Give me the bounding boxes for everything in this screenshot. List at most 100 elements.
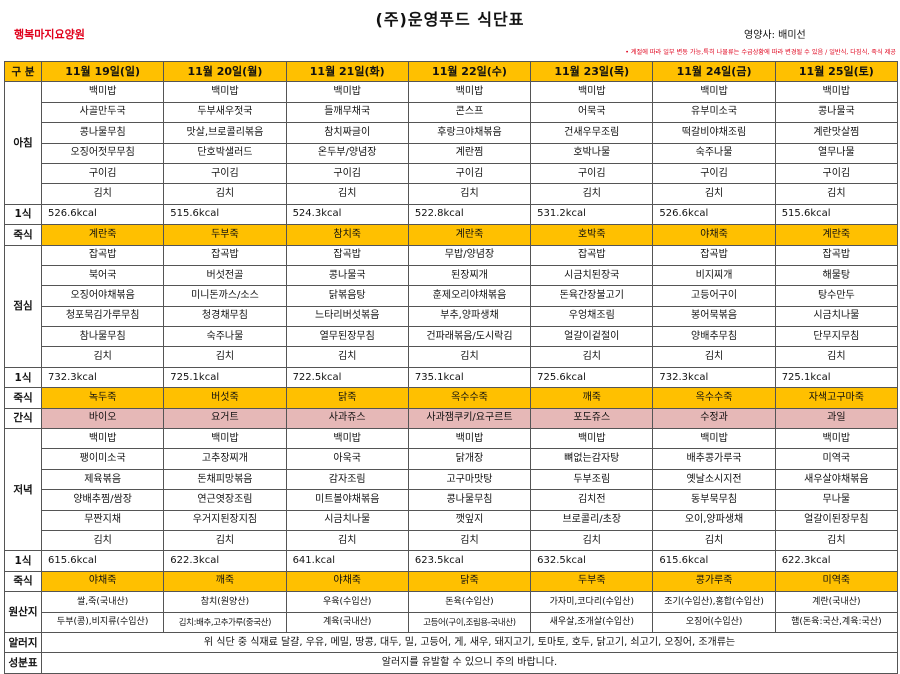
kcal-value: 632.5kcal xyxy=(530,550,654,572)
kcal-value: 526.6kcal xyxy=(40,203,165,226)
porridge-item: 녹두죽 xyxy=(40,387,165,409)
menu-item: 김치 xyxy=(163,346,287,368)
menu-item: 아욱국 xyxy=(285,448,409,470)
dinner-row: 무짠지채 우거지된장지짐 시금치나물 깻잎지 브로콜리/초장 오이,양파생채 얼갈이된장무침 xyxy=(5,509,899,531)
snack-item: 포도쥬스 xyxy=(530,407,654,430)
porridge-item: 깨죽 xyxy=(530,387,654,409)
menu-item: 김치 xyxy=(40,529,165,552)
menu-item: 오징어젓무무침 xyxy=(40,142,165,164)
allergy-row: 성분표 알러지를 유발할 수 있으니 주의 바랍니다. xyxy=(4,652,898,674)
menu-item: 건파래볶음/도시락김 xyxy=(407,326,532,348)
menu-item: 백미밥 xyxy=(285,81,409,103)
breakfast-porridge-row: 죽식 계란죽 두부죽 참치죽 계란죽 호박죽 야채죽 계란죽 xyxy=(4,224,899,246)
menu-item: 새우살야채볶음 xyxy=(774,468,899,491)
menu-item: 훈제오리야채볶음 xyxy=(407,285,532,307)
menu-item: 김치 xyxy=(285,346,409,368)
menu-item: 숙주나물 xyxy=(652,142,776,164)
breakfast-label: 아침 xyxy=(4,81,42,205)
menu-item: 미니돈까스/소스 xyxy=(163,285,287,307)
menu-item: 오징어야채볶음 xyxy=(40,285,165,307)
menu-item: 구이김 xyxy=(530,162,654,185)
menu-item: 백미밥 xyxy=(407,81,532,103)
menu-item: 무짠지채 xyxy=(40,509,165,531)
kcal-value: 725.1kcal xyxy=(774,366,899,389)
menu-item: 호박나물 xyxy=(530,142,654,164)
snack-item: 바이오 xyxy=(40,407,165,430)
porridge-item: 야채죽 xyxy=(652,224,776,246)
lunch-row: 오징어야채볶음 미니돈까스/소스 닭볶음탕 훈제오리야채볶음 돈육간장불고기 고등어구이 탕… xyxy=(5,285,899,307)
menu-item: 버섯전골 xyxy=(163,264,287,287)
menu-item: 미트볼야채볶음 xyxy=(285,489,409,511)
menu-item: 콩나물무침 xyxy=(407,489,532,511)
kcal-value: 732.3kcal xyxy=(652,366,776,389)
menu-item: 제육볶음 xyxy=(40,468,165,491)
snack-item: 과일 xyxy=(774,407,899,430)
kcal-value: 526.6kcal xyxy=(652,203,776,226)
kcal-value: 622.3kcal xyxy=(163,550,287,572)
day-header: 11월 19일(일) xyxy=(40,60,165,83)
kcal-value: 515.6kcal xyxy=(774,203,899,226)
breakfast-row: 콩나물무침 맛살,브로콜리볶음 참치짜글이 후랑크야채볶음 건새우무조림 떡갈비야채조림 계… xyxy=(5,122,899,144)
snack-item: 요거트 xyxy=(163,407,287,430)
kcal-value: 623.5kcal xyxy=(407,550,532,572)
menu-item: 잡곡밥 xyxy=(285,244,409,266)
porridge-item: 닭죽 xyxy=(407,570,532,593)
kcal-value: 722.5kcal xyxy=(285,366,409,389)
menu-item: 사골만두국 xyxy=(40,101,165,124)
menu-item: 후랑크야채볶음 xyxy=(407,122,532,144)
origin-item: 새우살,조개살(수입산) xyxy=(530,611,654,633)
menu-item: 백미밥 xyxy=(652,81,776,103)
menu-item: 김치 xyxy=(40,346,165,368)
menu-item: 무나물 xyxy=(774,489,899,511)
menu-item: 잡곡밥 xyxy=(40,244,165,266)
menu-item: 무밥/양념장 xyxy=(407,244,532,266)
menu-item: 단무지무침 xyxy=(774,326,899,348)
menu-item: 계란맛살찜 xyxy=(774,122,899,144)
menu-item: 콩나물무침 xyxy=(40,122,165,144)
menu-item: 비지찌개 xyxy=(652,264,776,287)
menu-item: 구이김 xyxy=(285,162,409,185)
origin-item: 조기(수입산),홍합(수입산) xyxy=(652,591,776,613)
menu-item: 닭개장 xyxy=(407,448,532,470)
menu-item: 백미밥 xyxy=(530,81,654,103)
menu-page: (주)운영푸드 식단표 행복마지요양원 영양사: 배미선 • 계절에 따라 일부… xyxy=(4,10,899,674)
snack-label: 간식 xyxy=(4,407,42,430)
menu-item: 청경채무침 xyxy=(163,305,287,328)
menu-item: 열무나물 xyxy=(774,142,899,164)
menu-item: 잡곡밥 xyxy=(652,244,776,266)
menu-item: 구이김 xyxy=(652,162,776,185)
menu-item: 김치 xyxy=(163,529,287,552)
menu-item: 두부조림 xyxy=(530,468,654,491)
origin-row: 원산지 쌀,죽(국내산) 참치(원양산) 우육(수입산) 돈육(수입산) 가자미,코다리(… xyxy=(4,591,899,633)
menu-item: 시금치나물 xyxy=(285,509,409,531)
menu-item: 봉어묵볶음 xyxy=(652,305,776,328)
kcal-label: 1식 xyxy=(4,550,42,572)
menu-item: 백미밥 xyxy=(163,428,287,450)
day-header: 11월 20일(월) xyxy=(163,60,287,83)
menu-item: 동부묵무침 xyxy=(652,489,776,511)
menu-item: 김치 xyxy=(530,529,654,552)
porridge-item: 계란죽 xyxy=(774,224,899,246)
menu-item: 들깨무채국 xyxy=(285,101,409,124)
menu-item: 우거지된장지짐 xyxy=(163,509,287,531)
lunch-row: 점심 잡곡밥 잡곡밥 잡곡밥 무밥/양념장 잡곡밥 잡곡밥 잡곡밥 xyxy=(4,244,899,368)
kcal-value: 522.8kcal xyxy=(407,203,532,226)
menu-item: 잡곡밥 xyxy=(163,244,287,266)
dinner-row: 양배추찜/쌈장 연근엿장조림 미트볼야채볶음 콩나물무침 김치전 동부묵무침 무나물 xyxy=(5,489,899,511)
menu-item: 구이김 xyxy=(40,162,165,185)
menu-item: 김치 xyxy=(285,183,409,205)
menu-body: 구 분 11월 19일(일) 11월 20일(월) 11월 21일(화) 11월 22일… xyxy=(4,60,899,674)
menu-item: 뼈없는감자탕 xyxy=(530,448,654,470)
porridge-item: 깨죽 xyxy=(163,570,287,593)
menu-item: 백미밥 xyxy=(163,81,287,103)
menu-item: 오이,양파생채 xyxy=(652,509,776,531)
menu-item: 김치 xyxy=(407,529,532,552)
allergy-label: 성분표 xyxy=(4,652,42,674)
lunch-porridge-row: 죽식 녹두죽 버섯죽 닭죽 옥수수죽 깨죽 옥수수죽 자색고구마죽 xyxy=(4,387,899,409)
porridge-item: 야채죽 xyxy=(40,570,165,593)
menu-item: 김치 xyxy=(530,183,654,205)
menu-item: 백미밥 xyxy=(774,81,899,103)
menu-item: 백미밥 xyxy=(40,81,165,103)
day-header: 11월 24일(금) xyxy=(652,60,776,83)
breakfast-row: 사골만두국 두부새우젓국 들깨무채국 콘스프 어묵국 유부미소국 콩나물국 xyxy=(5,101,899,124)
